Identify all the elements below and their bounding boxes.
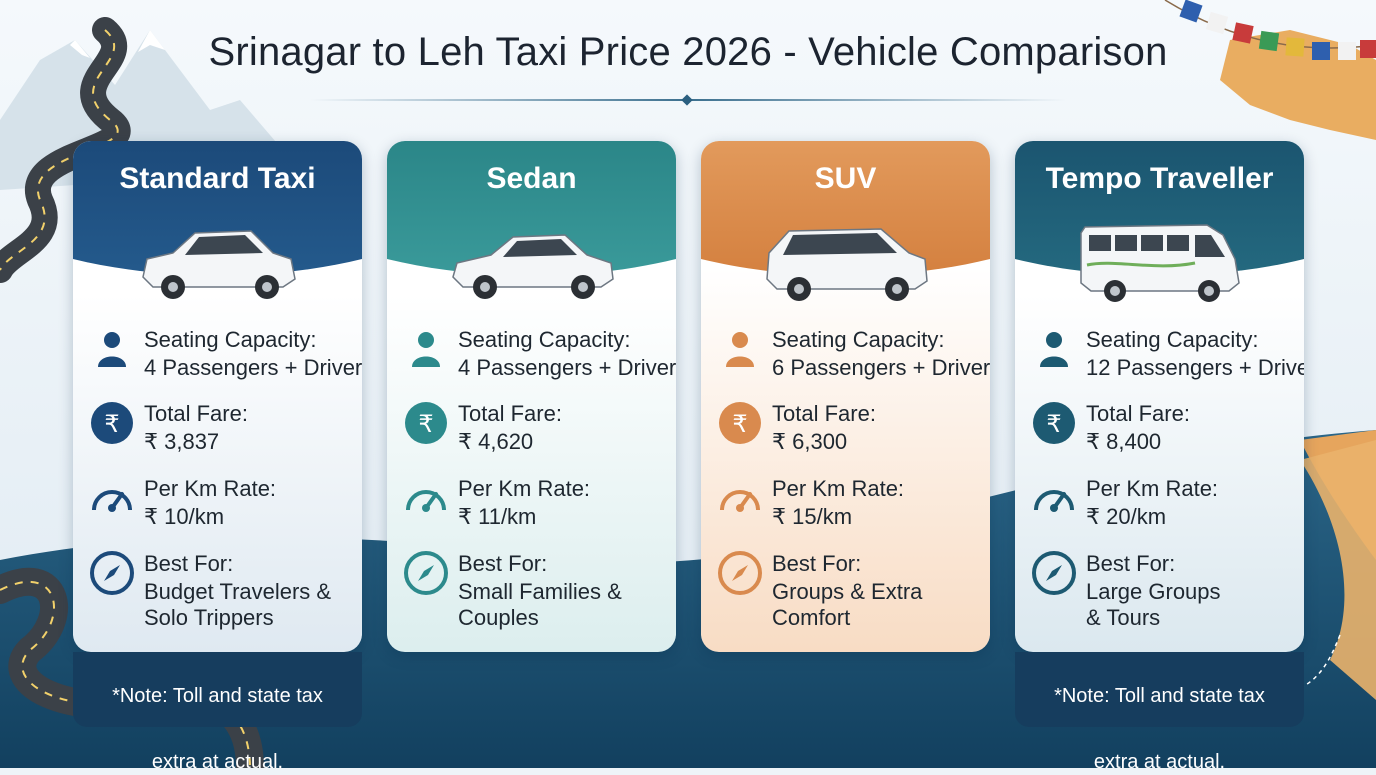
person-icon — [726, 332, 754, 367]
card-header-band — [73, 141, 362, 276]
best-for-line-1: Budget Travelers & — [144, 579, 332, 604]
rupee-icon: ₹ — [1033, 402, 1075, 444]
card-header-band — [387, 141, 676, 276]
fare-label: Total Fare: — [1086, 401, 1190, 426]
seating-value: 4 Passengers + Driver — [458, 355, 676, 380]
best-for-label: Best For: — [772, 551, 862, 576]
best-for-label: Best For: — [458, 551, 548, 576]
seating-label: Seating Capacity: — [144, 327, 317, 352]
best-for-line-2: Couples — [458, 605, 539, 630]
suv-car-icon — [766, 228, 928, 301]
person-icon — [412, 332, 440, 367]
best-for-label: Best For: — [144, 551, 234, 576]
card-standard-taxi[interactable]: Standard Taxi Seating Capacity: 4 Passen… — [73, 141, 362, 652]
rupee-icon: ₹ — [405, 402, 447, 444]
seating-label: Seating Capacity: — [1086, 327, 1259, 352]
rate-label: Per Km Rate: — [144, 476, 277, 501]
best-for-value: Small Families & Couples — [458, 579, 622, 631]
compass-icon — [1032, 551, 1076, 595]
card-header-band — [701, 141, 990, 276]
best-for-value: Budget Travelers & Solo Trippers — [144, 579, 331, 631]
vehicle-name: Sedan — [486, 162, 577, 195]
best-for-line-2: & Tours — [1086, 605, 1161, 630]
svg-text:₹: ₹ — [104, 410, 119, 438]
speedometer-icon — [406, 490, 446, 512]
vehicle-name: Standard Taxi — [119, 162, 316, 195]
svg-text:₹: ₹ — [732, 410, 747, 438]
best-for-line-1: Small Families & — [458, 579, 622, 604]
note-line-2: extra at actual. — [1093, 751, 1226, 773]
card-sedan[interactable]: Sedan Seating Capacity: 4 Passengers + D… — [387, 141, 676, 652]
note-line-1: *Note: Toll and state tax — [1054, 685, 1265, 707]
map-icon — [1220, 30, 1376, 140]
rupee-icon: ₹ — [91, 402, 133, 444]
rate-label: Per Km Rate: — [458, 476, 591, 501]
svg-text:₹: ₹ — [418, 410, 433, 438]
vehicle-name: SUV — [814, 162, 877, 195]
fare-value: ₹ 4,620 — [458, 429, 534, 454]
person-icon — [98, 332, 126, 367]
hatchback-car-icon — [142, 230, 296, 299]
seating-value: 4 Passengers + Driver — [144, 355, 362, 380]
fare-value: ₹ 3,837 — [144, 429, 220, 454]
note-right: *Note: Toll and state tax extra at actual… — [1015, 652, 1304, 773]
rate-value: ₹ 15/km — [772, 504, 853, 529]
best-for-value: Groups & Extra Comfort — [772, 579, 922, 631]
fare-value: ₹ 6,300 — [772, 429, 848, 454]
best-for-line-2: Comfort — [772, 605, 851, 630]
best-for-value: Large Groups & Tours — [1086, 579, 1221, 631]
rate-value: ₹ 11/km — [458, 504, 537, 529]
best-for-line-1: Groups & Extra — [772, 579, 923, 604]
card-suv[interactable]: SUV Seating Capacity: 6 Passengers + Dri… — [701, 141, 990, 652]
fare-label: Total Fare: — [458, 401, 562, 426]
fare-value: ₹ 8,400 — [1086, 429, 1162, 454]
seating-value: 12 Passengers + Driver — [1086, 355, 1304, 380]
page-title: Srinagar to Leh Taxi Price 2026 - Vehicl… — [208, 30, 1168, 74]
fare-label: Total Fare: — [772, 401, 876, 426]
sedan-car-icon — [452, 234, 614, 299]
best-for-line-2: Solo Trippers — [144, 605, 274, 630]
speedometer-icon — [1034, 490, 1074, 512]
minibus-icon — [1080, 224, 1240, 302]
compass-icon — [90, 551, 134, 595]
note-line-1: *Note: Toll and state tax — [112, 685, 323, 707]
rate-label: Per Km Rate: — [772, 476, 905, 501]
speedometer-icon — [720, 490, 760, 512]
vehicle-name: Tempo Traveller — [1045, 162, 1274, 195]
card-tempo-traveller[interactable]: Tempo Traveller Seating Capacity: 12 Pas… — [1015, 141, 1304, 652]
compass-icon — [404, 551, 448, 595]
rate-value: ₹ 20/km — [1086, 504, 1167, 529]
speedometer-icon — [92, 490, 132, 512]
note-left: *Note: Toll and state tax extra at actual… — [73, 652, 362, 773]
rupee-icon: ₹ — [719, 402, 761, 444]
seating-label: Seating Capacity: — [772, 327, 945, 352]
person-icon — [1040, 332, 1068, 367]
best-for-label: Best For: — [1086, 551, 1176, 576]
fare-label: Total Fare: — [144, 401, 248, 426]
compass-icon — [718, 551, 762, 595]
rate-label: Per Km Rate: — [1086, 476, 1219, 501]
prayer-flags-icon — [1164, 0, 1376, 60]
rate-value: ₹ 10/km — [144, 504, 225, 529]
note-line-2: extra at actual. — [151, 751, 284, 773]
seating-value: 6 Passengers + Driver — [772, 355, 990, 380]
svg-text:₹: ₹ — [1046, 410, 1061, 438]
seating-label: Seating Capacity: — [458, 327, 631, 352]
best-for-line-1: Large Groups — [1086, 579, 1221, 604]
